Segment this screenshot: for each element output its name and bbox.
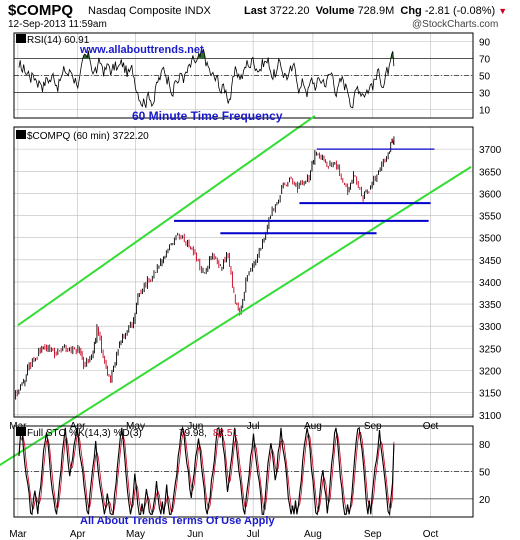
quote-datetime: 12-Sep-2013 11:59am — [8, 19, 107, 30]
price-tick-label: 3500 — [479, 234, 502, 245]
price-legend-swatch — [16, 130, 26, 139]
volume-value: 728.9M — [357, 5, 395, 17]
last-value: 3722.20 — [269, 5, 310, 17]
rsi-tick-label: 50 — [479, 72, 491, 83]
down-triangle-icon: ▼ — [498, 6, 508, 16]
price-tick-label: 3150 — [479, 389, 502, 400]
price-tick-label: 3100 — [479, 411, 502, 422]
price-title: $COMPQ (60 min) 3722.20 — [27, 131, 149, 142]
rsi-overbought-fill — [19, 49, 394, 59]
chg-label: Chg — [400, 5, 422, 17]
sto-k-line — [18, 425, 395, 517]
price-tick-label: 3700 — [479, 145, 502, 156]
sto-month-label: Apr — [70, 529, 86, 540]
sto-month-label: Oct — [423, 529, 439, 540]
price-tick-label: 3400 — [479, 278, 502, 289]
sto-legend-swatch — [16, 427, 26, 436]
rsi-tick-label: 10 — [479, 106, 491, 117]
sto-month-label: Jun — [187, 529, 203, 540]
annotation-time-frequency: 60 Minute Time Frequency — [132, 109, 283, 123]
price-tick-label: 3300 — [479, 322, 502, 333]
sto-title: Full STO %K(14,3) %D(3) — [27, 428, 142, 439]
price-tick-label: 3350 — [479, 300, 502, 311]
sto-month-label: Jul — [247, 529, 260, 540]
rsi-tick-label: 30 — [479, 89, 491, 100]
rsi-tick-label: 70 — [479, 55, 491, 66]
rsi-tick-label: 90 — [479, 38, 491, 49]
sto-tick-label: 20 — [479, 495, 491, 506]
volume-label: Volume — [315, 5, 355, 17]
price-panel-frame — [13, 126, 474, 418]
channel-upper-line — [17, 115, 316, 327]
annotation-terms: All About Trends Terms Of Use Apply — [80, 515, 275, 527]
last-label: Last — [244, 5, 267, 17]
price-tick-label: 3450 — [479, 256, 502, 267]
instrument-name: Nasdaq Composite INDX — [88, 5, 211, 17]
rsi-panel-frame — [13, 32, 474, 119]
sto-month-label: Aug — [304, 529, 322, 540]
rsi-title: RSI(14) 60.91 — [27, 35, 90, 46]
sto-tick-label: 80 — [479, 440, 491, 451]
annotation-website: www.allabouttrends.net — [79, 44, 204, 56]
candle-group — [15, 136, 395, 400]
price-tick-label: 3600 — [479, 189, 502, 200]
sto-panel-frame — [13, 425, 474, 518]
sto-k-value: 79.98, — [179, 428, 207, 439]
symbol-title: $COMPQ — [8, 2, 74, 19]
price-tick-label: 3650 — [479, 167, 502, 178]
sto-d-line — [18, 430, 395, 516]
price-tick-label: 3200 — [479, 367, 502, 378]
sto-tick-label: 50 — [479, 468, 491, 479]
price-tick-label: 3250 — [479, 344, 502, 355]
price-tick-label: 3550 — [479, 212, 502, 223]
chg-value: -2.81 (-0.08%) — [424, 5, 496, 17]
sto-month-label: Mar — [9, 529, 27, 540]
quote-summary: Last 3722.20 Volume 728.9M Chg -2.81 (-0… — [244, 5, 507, 17]
rsi-line — [18, 48, 395, 109]
sto-month-label: Sep — [364, 529, 382, 540]
stockcharts-watermark: @StockCharts.com — [412, 19, 499, 30]
sto-d-value: 82.51 — [213, 428, 238, 439]
sto-month-label: May — [126, 529, 145, 540]
rsi-legend-swatch — [16, 34, 26, 43]
